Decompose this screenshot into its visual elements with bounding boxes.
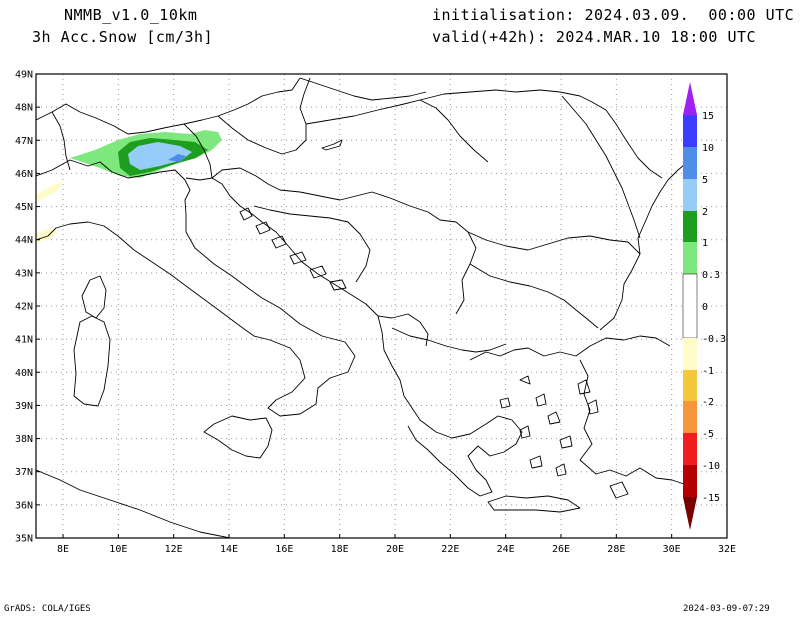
coastline-italy xyxy=(36,159,356,417)
colorbar-label: 0.3 xyxy=(702,270,720,281)
longitude-labels: 8E 10E 12E 14E 16E 18E 20E 22E 24E 26E 28E 30E 32E xyxy=(57,534,736,555)
border-france-italy xyxy=(51,111,71,171)
colorbar-label: -5 xyxy=(702,429,714,440)
colorbar-label: -0.3 xyxy=(702,334,726,345)
latitude-labels: 49N 48N 47N 46N 45N 44N 43N 42N 41N 40N 39N 38N 37N 3… xyxy=(15,70,40,545)
map-lines xyxy=(36,77,691,538)
colorbar-swatch-neg-0.3-1 xyxy=(683,338,697,370)
colorbar-label: 10 xyxy=(702,143,714,154)
colorbar-swatch-neg-1-2 xyxy=(683,370,697,401)
lon-label: 24E xyxy=(497,544,515,555)
lon-label: 8E xyxy=(57,544,69,555)
snow-area-negative-west-1 xyxy=(36,182,62,202)
colorbar-swatch-neg-2-5 xyxy=(683,401,697,433)
colorbar-swatch-5-10 xyxy=(683,147,697,179)
lat-label: 43N xyxy=(15,268,33,279)
lat-label: 39N xyxy=(15,401,33,412)
croatian-islands xyxy=(239,207,347,291)
snow-area-blue xyxy=(168,154,186,162)
lat-label: 44N xyxy=(15,235,33,246)
coastline-turkey-west xyxy=(579,359,691,487)
colorbar-top-triangle xyxy=(683,82,697,115)
colorbar-label: 5 xyxy=(702,175,708,186)
colorbar-swatch-zero xyxy=(682,273,698,339)
snow-area-light-blue xyxy=(128,142,192,170)
border-moldova xyxy=(561,95,641,239)
lon-label: 14E xyxy=(220,544,238,555)
coastline-balkans xyxy=(211,177,523,497)
lat-label: 40N xyxy=(15,368,33,379)
colorbar-swatch-neg-10-15 xyxy=(683,465,697,497)
lat-label: 47N xyxy=(15,136,33,147)
border-serbia xyxy=(371,191,477,315)
lat-label: 36N xyxy=(15,500,33,511)
border-italy-slovenia xyxy=(183,123,213,179)
lon-label: 18E xyxy=(331,544,349,555)
init-time: initialisation: 2024.03.09. 00:00 UTC xyxy=(432,6,795,24)
colorbar-label: -15 xyxy=(702,493,720,504)
lat-label: 45N xyxy=(15,202,33,213)
colorbar-label: 1 xyxy=(702,238,708,249)
lat-label: 42N xyxy=(15,302,33,313)
coastline-corsica xyxy=(81,275,107,319)
colorbar-swatch-neg-5-10 xyxy=(683,433,697,465)
border-bosnia xyxy=(253,205,371,283)
coastline-crete xyxy=(487,495,581,513)
lat-label: 46N xyxy=(15,169,33,180)
coastline-black-sea xyxy=(599,159,691,331)
lat-label: 41N xyxy=(15,335,33,346)
colorbar-swatch-0.3-1 xyxy=(683,242,697,274)
lon-label: 22E xyxy=(441,544,459,555)
border-austria-hungary xyxy=(217,77,311,155)
snow-field xyxy=(36,130,222,242)
lat-label: 48N xyxy=(15,103,33,114)
lon-label: 32E xyxy=(718,544,736,555)
colorbar-label: 0 xyxy=(702,302,708,313)
colorbar-label: -2 xyxy=(702,397,714,408)
colorbar-label: 15 xyxy=(702,111,714,122)
lon-label: 28E xyxy=(607,544,625,555)
coastline-aegean xyxy=(469,335,671,361)
coastline-sicily xyxy=(203,415,273,459)
lon-label: 16E xyxy=(275,544,293,555)
colorbar-bottom-triangle xyxy=(683,497,697,530)
lon-label: 10E xyxy=(109,544,127,555)
border-albania xyxy=(377,313,429,347)
coastline-rhodes xyxy=(609,481,629,499)
border-bulgaria-greece xyxy=(469,263,599,329)
border-north-alps xyxy=(36,77,301,135)
colorbar-label: -1 xyxy=(702,366,714,377)
aegean-islands xyxy=(499,375,599,477)
colorbar-label: 2 xyxy=(702,207,708,218)
lon-label: 30E xyxy=(663,544,681,555)
graticule xyxy=(36,74,727,538)
colorbar-swatch-2-5 xyxy=(683,179,697,211)
border-macedonia-greece xyxy=(391,327,507,353)
lat-label: 49N xyxy=(15,70,33,81)
valid-time: valid(+42h): 2024.MAR.10 18:00 UTC xyxy=(432,28,757,46)
footer-timestamp: 2024-03-09-07:29 xyxy=(683,604,770,614)
lake-balaton xyxy=(321,139,343,151)
lat-label: 38N xyxy=(15,434,33,445)
lat-label: 37N xyxy=(15,467,33,478)
colorbar-swatch-10-15 xyxy=(683,115,697,147)
colorbar-swatch-1-2 xyxy=(683,211,697,242)
colorbar: 15 10 5 2 1 0.3 0 -0.3 -1 -2 -5 -10 -15 xyxy=(682,82,726,530)
lon-label: 12E xyxy=(165,544,183,555)
border-ukraine-romania xyxy=(419,89,663,179)
lon-label: 26E xyxy=(552,544,570,555)
footer-grads: GrADS: COLA/IGES xyxy=(4,604,91,614)
coastline-sardinia xyxy=(73,315,111,407)
lat-label: 35N xyxy=(15,534,33,545)
border-poland-slovakia xyxy=(299,77,427,101)
model-title: NMMB_v1.0_10km xyxy=(64,6,198,24)
colorbar-label: -10 xyxy=(702,461,720,472)
border-romania-bulgaria xyxy=(467,231,641,255)
border-tunisia xyxy=(36,469,231,538)
lon-label: 20E xyxy=(386,544,404,555)
field-title: 3h Acc.Snow [cm/3h] xyxy=(32,28,214,46)
